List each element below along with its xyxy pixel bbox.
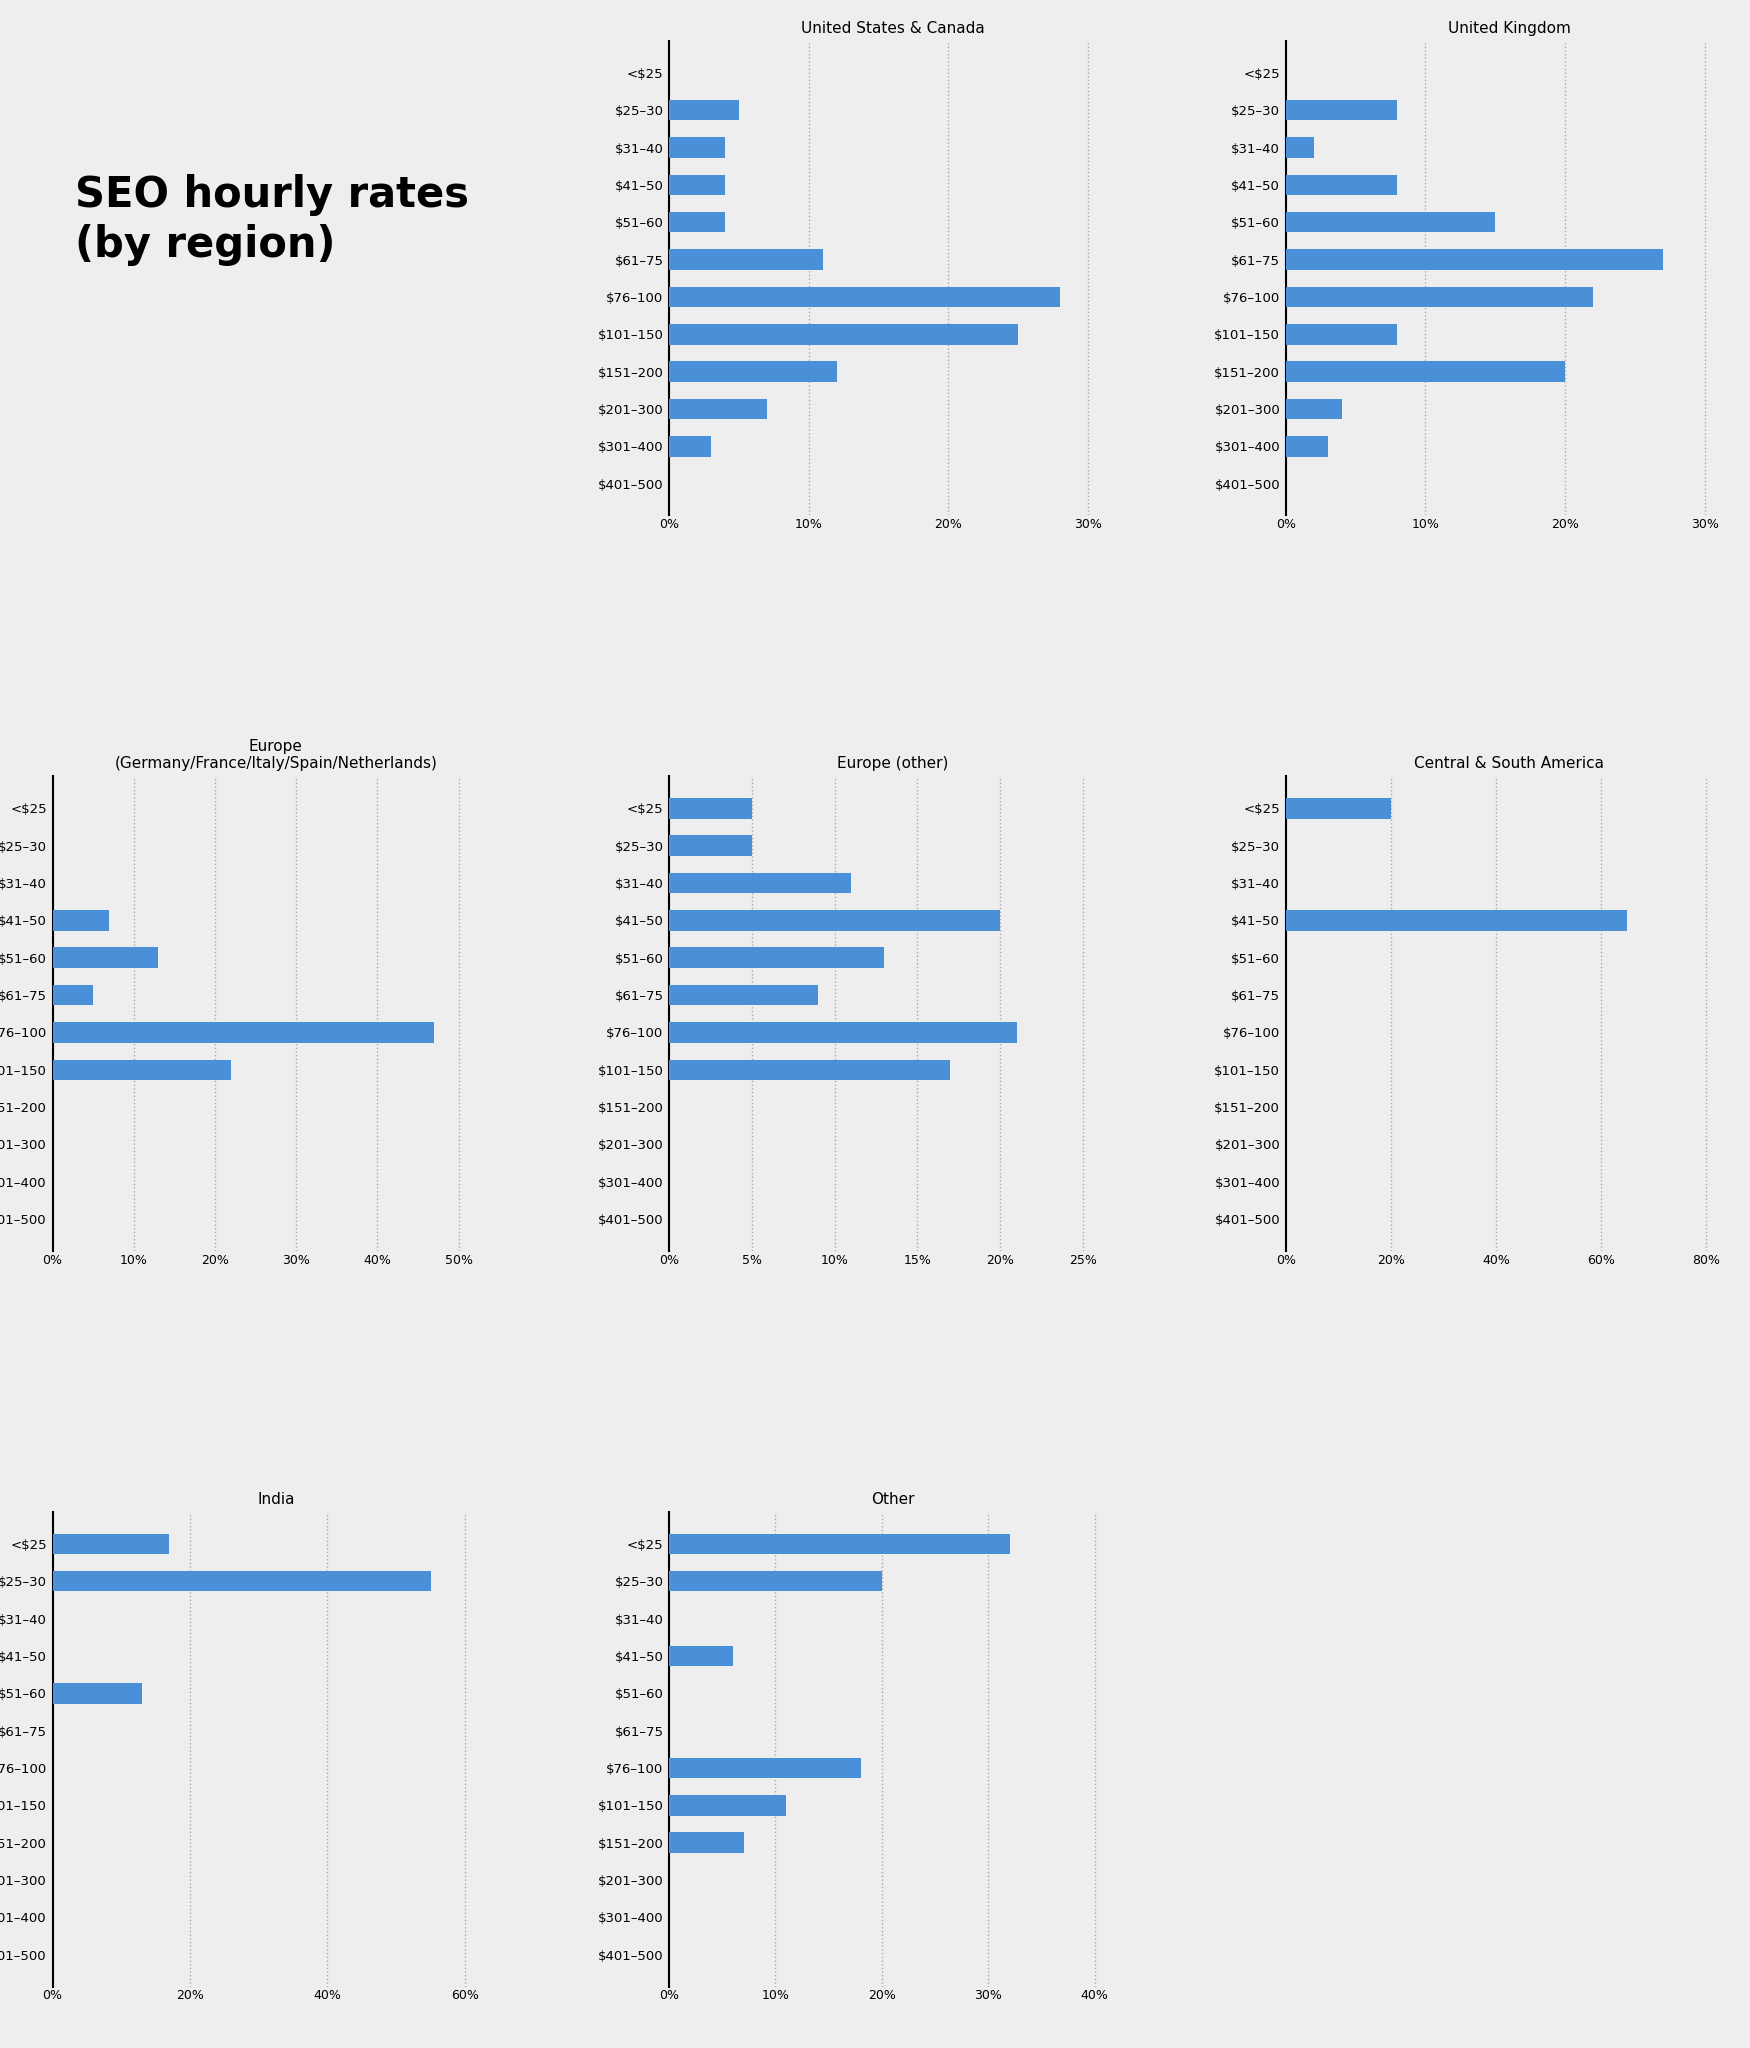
Bar (1286, 211, 1494, 233)
Bar (52, 1059, 231, 1079)
Bar (1286, 174, 1398, 195)
Bar (1286, 250, 1662, 270)
Bar (52, 1571, 430, 1591)
Title: India: India (257, 1491, 294, 1507)
Bar (668, 1059, 950, 1079)
Title: Europe (other): Europe (other) (836, 756, 949, 772)
Bar (1286, 799, 1391, 819)
Bar (668, 1647, 733, 1667)
Bar (668, 1794, 786, 1817)
Bar (668, 1534, 1010, 1554)
Bar (1286, 137, 1314, 158)
Bar (668, 360, 836, 381)
Title: Europe
(Germany/France/Italy/Spain/Netherlands): Europe (Germany/France/Italy/Spain/Nethe… (114, 739, 438, 772)
Title: Central & South America: Central & South America (1414, 756, 1605, 772)
Bar (1286, 360, 1564, 381)
Bar (668, 436, 710, 457)
Bar (668, 872, 850, 893)
Bar (668, 100, 738, 121)
Bar (668, 909, 999, 930)
Bar (1286, 909, 1628, 930)
Bar (52, 948, 158, 969)
Bar (668, 799, 752, 819)
Bar (668, 1571, 882, 1591)
Title: United States & Canada: United States & Canada (802, 20, 984, 35)
Bar (52, 1683, 142, 1704)
Bar (668, 399, 766, 420)
Text: SEO hourly rates
(by region): SEO hourly rates (by region) (75, 174, 469, 266)
Bar (668, 137, 724, 158)
Bar (52, 909, 108, 930)
Bar (668, 324, 1018, 344)
Title: United Kingdom: United Kingdom (1447, 20, 1570, 35)
Bar (52, 985, 93, 1006)
Bar (1286, 324, 1398, 344)
Bar (668, 174, 724, 195)
Bar (668, 250, 822, 270)
Bar (1286, 399, 1342, 420)
Title: Other: Other (872, 1491, 914, 1507)
Bar (668, 985, 817, 1006)
Bar (668, 211, 724, 233)
Bar (668, 1833, 744, 1853)
Bar (1286, 287, 1592, 307)
Bar (668, 1022, 1017, 1042)
Bar (1286, 436, 1328, 457)
Bar (52, 1022, 434, 1042)
Bar (668, 1757, 861, 1778)
Bar (52, 1534, 170, 1554)
Bar (668, 287, 1060, 307)
Bar (1286, 100, 1398, 121)
Bar (668, 836, 752, 856)
Bar (668, 948, 884, 969)
